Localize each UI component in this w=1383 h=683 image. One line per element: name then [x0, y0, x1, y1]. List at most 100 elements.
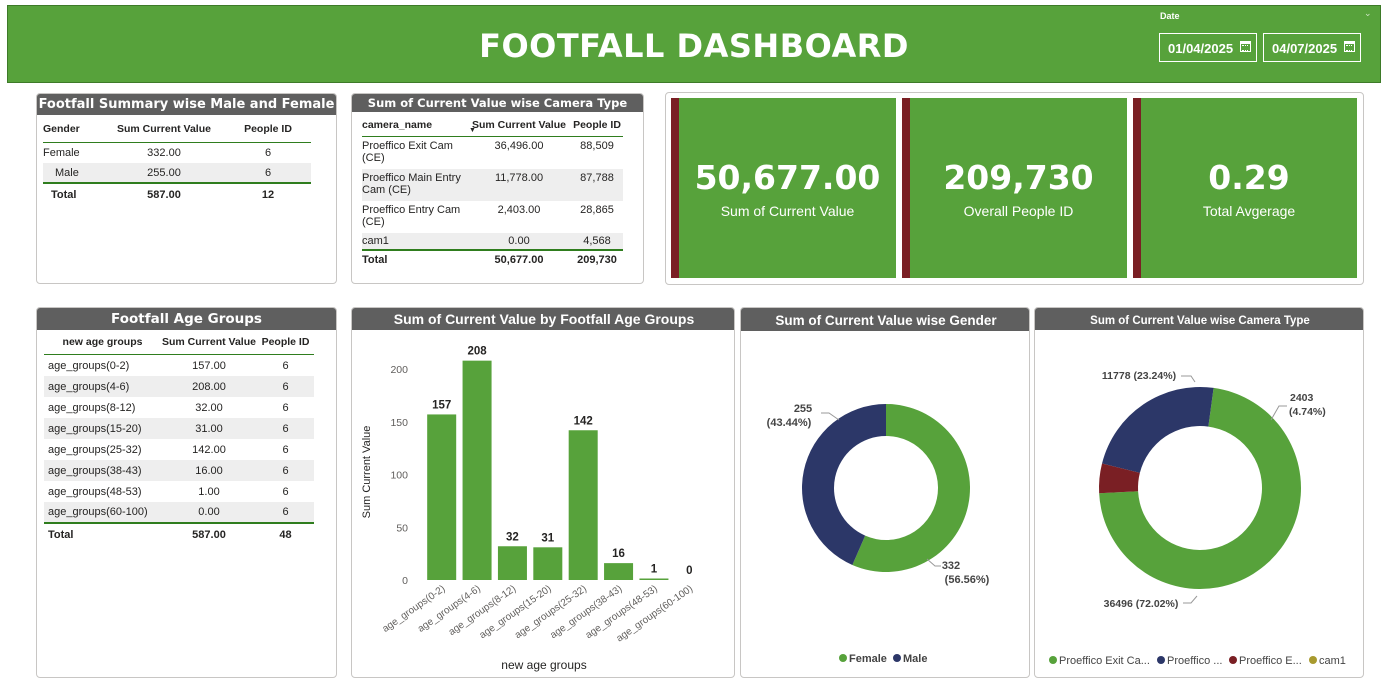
legend-item[interactable]: Proeffico E...	[1239, 655, 1302, 667]
leader-line	[1181, 375, 1196, 383]
sort-descending-icon[interactable]: ▼	[469, 127, 476, 134]
table-row[interactable]: age_groups(15-20) 31.00 6	[44, 418, 314, 439]
kpi-value: 50,677.00	[694, 158, 881, 197]
legend-item[interactable]: Proeffico Exit Ca...	[1059, 655, 1150, 667]
chart-title-bar	[741, 308, 1029, 331]
column-header[interactable]: new age groups	[62, 335, 143, 348]
x-axis-label: new age groups	[501, 658, 586, 672]
table-row[interactable]: Proeffico Main Entry Cam (CE) 11,778.00 …	[362, 169, 623, 201]
data-label: 31	[541, 532, 554, 544]
table-cell: 208.00	[192, 380, 226, 393]
age-groups-card: Footfall Age Groups new age groups Sum C…	[36, 307, 337, 678]
table-cell: 157.00	[192, 359, 226, 372]
age-groups-title: Footfall Age Groups	[37, 308, 336, 330]
table-row[interactable]: age_groups(25-32) 142.00 6	[44, 439, 314, 460]
column-header[interactable]: camera_name	[362, 118, 433, 131]
table-row[interactable]: age_groups(60-100) 0.00 6	[44, 502, 314, 523]
column-header[interactable]: People ID	[244, 123, 292, 136]
table-row[interactable]: age_groups(8-12) 32.00 6	[44, 397, 314, 418]
kpi-card-total-average[interactable]: 0.29 Total Avgerage	[1133, 98, 1357, 278]
bar[interactable]	[568, 430, 598, 580]
table-row[interactable]: Proeffico Entry Cam (CE) 2,403.00 28,865	[362, 201, 623, 233]
bar[interactable]	[604, 563, 634, 580]
bar[interactable]	[497, 546, 527, 580]
legend-item[interactable]: Proeffico ...	[1167, 655, 1222, 667]
legend-item[interactable]: cam1	[1319, 655, 1346, 667]
legend-swatch	[1309, 656, 1317, 664]
table-cell: Proeffico Exit Cam (CE)	[362, 140, 453, 164]
donut-slice[interactable]	[852, 404, 970, 572]
kpi-label: Overall People ID	[963, 203, 1074, 219]
kpi-value: 209,730	[943, 158, 1094, 197]
column-header[interactable]: Gender	[43, 123, 80, 136]
gender-summary-table: Gender Sum Current Value People ID Femal…	[43, 117, 311, 205]
table-row[interactable]: Proeffico Exit Cam (CE) 36,496.00 88,509	[362, 137, 623, 169]
column-header[interactable]: Sum Current Value ▼	[467, 114, 571, 136]
column-header[interactable]: Sum Current Value	[117, 123, 211, 136]
table-row[interactable]: age_groups(0-2) 157.00 6	[44, 355, 314, 376]
table-row[interactable]: Male 255.00 6	[43, 163, 311, 183]
date-from-input[interactable]: 01/04/2025	[1159, 33, 1257, 62]
table-cell: Total	[44, 522, 161, 545]
chevron-down-icon[interactable]: ⌄	[1364, 8, 1372, 18]
date-from-value: 01/04/2025	[1168, 41, 1234, 56]
column-header-label: Sum Current Value	[472, 118, 566, 131]
table-row[interactable]: age_groups(4-6) 208.00 6	[44, 376, 314, 397]
data-label: 208	[467, 346, 487, 358]
table-row[interactable]: cam1 0.00 4,568	[362, 233, 623, 250]
donut-slice[interactable]	[1099, 463, 1140, 494]
donut-slice[interactable]	[802, 404, 886, 565]
date-to-value: 04/07/2025	[1272, 41, 1338, 56]
table-cell: 31.00	[195, 422, 223, 435]
column-header[interactable]: People ID	[573, 118, 621, 131]
legend-swatch	[1157, 656, 1165, 664]
camera-donut-chart: Sum of Current Value wise Camera Type 11…	[1035, 308, 1363, 667]
y-tick-label: 50	[396, 522, 408, 534]
kpi-card-sum-current-value[interactable]: 50,677.00 Sum of Current Value	[671, 98, 896, 278]
y-tick-label: 100	[390, 470, 408, 482]
calendar-icon[interactable]	[1344, 41, 1355, 52]
donut-slices	[1099, 387, 1301, 589]
date-slicer-label: Date	[1160, 11, 1180, 21]
donut-slice[interactable]	[1102, 387, 1214, 473]
donut-slice[interactable]	[1099, 387, 1301, 589]
column-header[interactable]: Sum Current Value	[162, 335, 256, 348]
gender-summary-card: Footfall Summary wise Male and Female Ge…	[36, 93, 337, 284]
kpi-label: Total Avgerage	[1202, 203, 1296, 219]
table-cell: age_groups(38-43)	[48, 464, 142, 477]
bar[interactable]	[427, 414, 457, 580]
kpi-card-overall-people-id[interactable]: 209,730 Overall People ID	[902, 98, 1127, 278]
y-tick-label: 150	[390, 417, 408, 429]
legend-item[interactable]: Male	[903, 653, 927, 665]
kpi-accent-bar	[1133, 98, 1141, 278]
bar[interactable]	[462, 360, 492, 580]
date-to-input[interactable]: 04/07/2025	[1263, 33, 1361, 62]
legend-swatch	[1229, 656, 1237, 664]
data-label: 255	[794, 403, 812, 415]
table-cell: 587.00	[103, 182, 225, 205]
table-cell: 12	[225, 182, 311, 205]
leader-line	[926, 558, 941, 567]
bar[interactable]	[639, 578, 669, 581]
table-cell: 4,568	[583, 235, 611, 247]
table-cell: 6	[282, 380, 289, 393]
chart-title-bar	[1035, 308, 1363, 330]
table-cell: 1.00	[198, 485, 220, 498]
data-label: (4.74%)	[1289, 406, 1326, 418]
column-header[interactable]: People ID	[261, 335, 310, 348]
camera-type-table-title: Sum of Current Value wise Camera Type	[352, 94, 643, 112]
table-cell: age_groups(15-20)	[48, 422, 142, 435]
leader-line	[1270, 405, 1287, 421]
calendar-icon[interactable]	[1240, 41, 1251, 52]
table-cell: age_groups(60-100)	[48, 506, 148, 518]
table-row[interactable]: Female 332.00 6	[43, 143, 311, 163]
data-label: 1	[651, 564, 658, 576]
kpi-label: Sum of Current Value	[720, 203, 855, 219]
table-cell: 48	[257, 522, 314, 545]
table-cell: 6	[282, 506, 289, 518]
table-row[interactable]: age_groups(48-53) 1.00 6	[44, 481, 314, 502]
legend-item[interactable]: Female	[849, 653, 887, 665]
table-row[interactable]: age_groups(38-43) 16.00 6	[44, 460, 314, 481]
bar[interactable]	[533, 547, 563, 580]
table-cell: cam1	[362, 235, 389, 247]
